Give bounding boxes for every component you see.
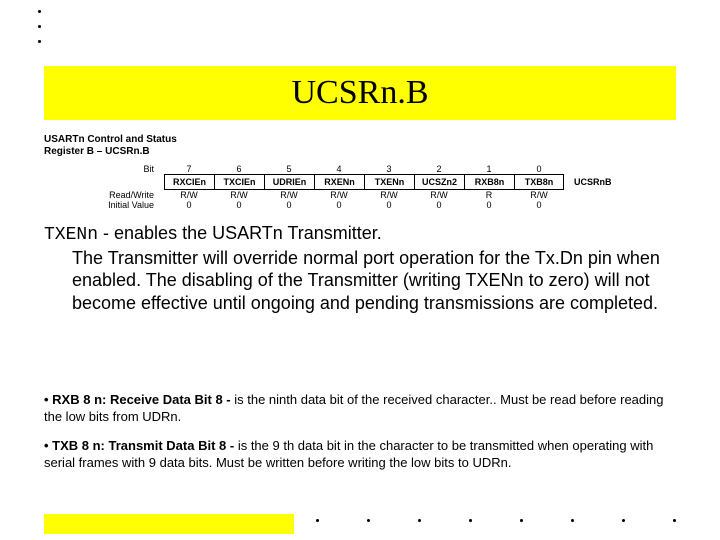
rw-row-label: Read/Write bbox=[44, 190, 164, 200]
note-txb8-bold: • TXB 8 n: Transmit Data Bit 8 - bbox=[44, 438, 238, 453]
init-row: Initial Value 0 0 0 0 0 0 0 0 bbox=[44, 200, 676, 210]
rw-val: R/W bbox=[264, 190, 314, 200]
txenn-desc: - enables the USARTn Transmitter. bbox=[98, 223, 382, 243]
bit-name: UCSZn2 bbox=[414, 174, 464, 190]
rw-val: R/W bbox=[364, 190, 414, 200]
bit-name: RXB8n bbox=[464, 174, 514, 190]
bit-num: 4 bbox=[314, 164, 364, 174]
init-val: 0 bbox=[164, 200, 214, 210]
init-val: 0 bbox=[414, 200, 464, 210]
init-val: 0 bbox=[264, 200, 314, 210]
bit-row-label: Bit bbox=[44, 164, 164, 174]
rw-val: R/W bbox=[514, 190, 564, 200]
title-bar: UCSRn.B bbox=[44, 66, 676, 120]
init-row-label: Initial Value bbox=[44, 200, 164, 210]
bit-num: 1 bbox=[464, 164, 514, 174]
register-name-right: UCSRnB bbox=[564, 177, 612, 187]
init-val: 0 bbox=[464, 200, 514, 210]
txenn-paragraph: The Transmitter will override normal por… bbox=[44, 247, 676, 315]
bit-name: TXENn bbox=[364, 174, 414, 190]
bit-name: TXCIEn bbox=[214, 174, 264, 190]
rw-row: Read/Write R/W R/W R/W R/W R/W R/W R R/W bbox=[44, 190, 676, 200]
bit-num: 3 bbox=[364, 164, 414, 174]
init-val: 0 bbox=[514, 200, 564, 210]
txenn-label: TXENn bbox=[44, 225, 98, 245]
rw-val: R/W bbox=[214, 190, 264, 200]
bit-name: UDRIEn bbox=[264, 174, 314, 190]
register-heading: USARTn Control and Status Register B – U… bbox=[44, 134, 676, 158]
bit-name: TXB8n bbox=[514, 174, 564, 190]
bit-num: 2 bbox=[414, 164, 464, 174]
bit-name-row: RXCIEn TXCIEn UDRIEn RXENn TXENn UCSZn2 … bbox=[44, 174, 676, 190]
rw-val: R bbox=[464, 190, 514, 200]
init-val: 0 bbox=[314, 200, 364, 210]
init-val: 0 bbox=[364, 200, 414, 210]
rw-val: R/W bbox=[314, 190, 364, 200]
page-title: UCSRn.B bbox=[292, 74, 429, 112]
decorative-dots-bottom bbox=[316, 519, 676, 522]
rw-val: R/W bbox=[164, 190, 214, 200]
register-heading-l1: USARTn Control and Status bbox=[44, 134, 177, 145]
note-rxb8-bold: • RXB 8 n: Receive Data Bit 8 - bbox=[44, 392, 234, 407]
bit-num: 7 bbox=[164, 164, 214, 174]
init-val: 0 bbox=[214, 200, 264, 210]
bit-num: 6 bbox=[214, 164, 264, 174]
rw-val: R/W bbox=[414, 190, 464, 200]
footnotes: • RXB 8 n: Receive Data Bit 8 - is the n… bbox=[44, 392, 676, 484]
register-heading-l2: Register B – UCSRn.B bbox=[44, 146, 150, 157]
decorative-yellow-strip bbox=[44, 514, 294, 534]
main-paragraph: TXENn - enables the USARTn Transmitter. … bbox=[44, 222, 676, 314]
register-diagram: USARTn Control and Status Register B – U… bbox=[44, 134, 676, 210]
note-rxb8: • RXB 8 n: Receive Data Bit 8 - is the n… bbox=[44, 392, 676, 426]
decorative-dots-top bbox=[38, 10, 41, 43]
bit-name: RXCIEn bbox=[164, 174, 214, 190]
bit-name: RXENn bbox=[314, 174, 364, 190]
bit-number-row: Bit 7 6 5 4 3 2 1 0 bbox=[44, 164, 676, 174]
bit-num: 0 bbox=[514, 164, 564, 174]
bit-num: 5 bbox=[264, 164, 314, 174]
note-txb8: • TXB 8 n: Transmit Data Bit 8 - is the … bbox=[44, 438, 676, 472]
